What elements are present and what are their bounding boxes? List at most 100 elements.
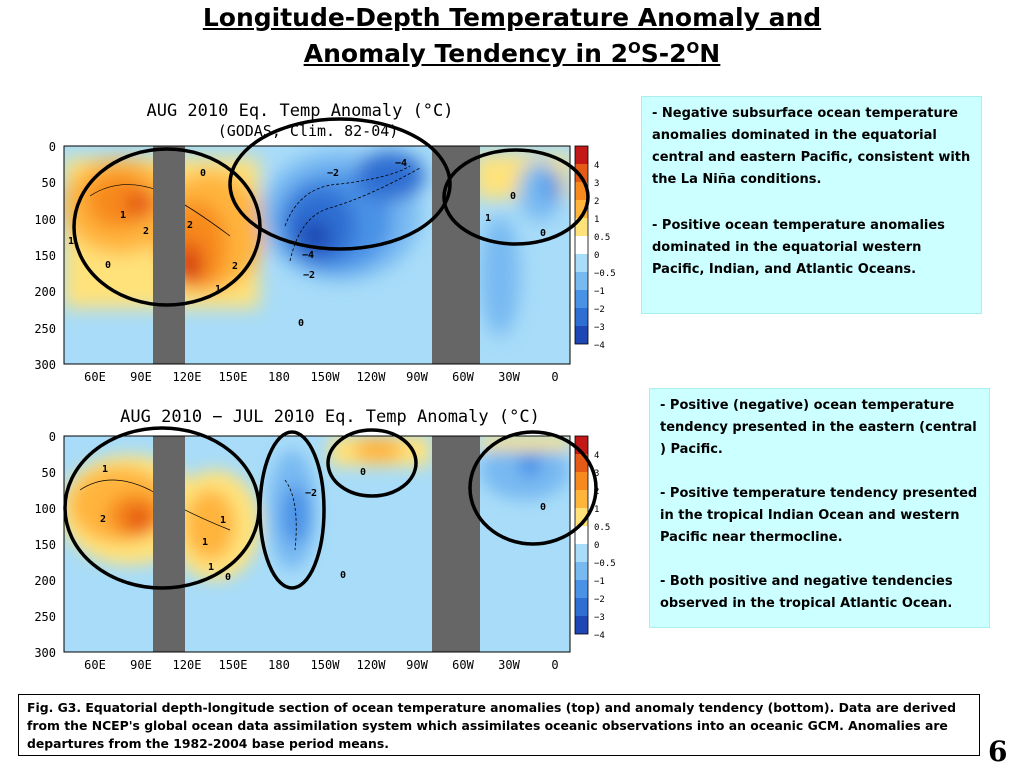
contour-label: 2 bbox=[232, 261, 238, 272]
contour-label: 0 bbox=[105, 260, 111, 271]
heatmap-field: 1 2 1 2 2 1 0 0 0 1 −2 −4 −4 −2 0 0 bbox=[64, 146, 570, 364]
contour-label: 0 bbox=[225, 572, 231, 583]
annotation-circle bbox=[468, 430, 598, 546]
colorbar-label: −3 bbox=[594, 323, 605, 333]
chart-title: AUG 2010 − JUL 2010 Eq. Temp Anomaly (°C… bbox=[120, 407, 540, 427]
x-tick-label: 120E bbox=[173, 370, 202, 384]
colorbar-label: 3 bbox=[594, 469, 599, 479]
colorbar-label: −4 bbox=[594, 631, 605, 641]
x-axis: 60E 90E 120E 150E 180 150W 120W 90W 60W … bbox=[84, 658, 558, 672]
colorbar-label: 2 bbox=[594, 197, 599, 207]
colorbar-label: −1 bbox=[594, 287, 605, 297]
colorbar-label: −0.5 bbox=[594, 559, 616, 569]
x-axis: 60E 90E 120E 150E 180 150W 120W 90W 60W … bbox=[84, 370, 558, 384]
x-tick-label: 90E bbox=[130, 370, 152, 384]
x-tick-label: 180 bbox=[268, 658, 290, 672]
colorbar-label: 0 bbox=[594, 541, 599, 551]
annotation-circles bbox=[63, 426, 598, 590]
colorbar-labels: 4 3 2 1 0.5 0 −0.5 −1 −2 −3 −4 bbox=[594, 451, 616, 641]
annotation-circle bbox=[442, 148, 590, 246]
x-tick-label: 30W bbox=[498, 658, 520, 672]
note-item: - Positive ocean temperature anomalies d… bbox=[652, 218, 945, 277]
contour-label: 0 bbox=[540, 228, 546, 239]
note-item: - Both positive and negative tendencies … bbox=[660, 574, 953, 611]
x-tick-label: 150E bbox=[219, 658, 248, 672]
annotation-circle bbox=[258, 430, 326, 590]
x-tick-label: 90W bbox=[406, 370, 428, 384]
annotation-circle bbox=[228, 117, 452, 251]
temp-anomaly-tendency-chart: AUG 2010 − JUL 2010 Eq. Temp Anomaly (°C… bbox=[34, 407, 616, 672]
colorbar-label: −4 bbox=[594, 341, 605, 351]
contour-label: 2 bbox=[187, 220, 193, 231]
colorbar-label: 0.5 bbox=[594, 233, 610, 243]
x-tick-label: 120E bbox=[173, 658, 202, 672]
y-tick-label: 150 bbox=[34, 538, 56, 552]
colorbar bbox=[574, 435, 589, 635]
y-tick-label: 300 bbox=[34, 646, 56, 660]
contour-label: −2 bbox=[327, 168, 339, 179]
slide-number: 6 bbox=[988, 735, 1008, 768]
contour-label: 1 bbox=[68, 236, 74, 247]
chart-subtitle: (GODAS, Clim. 82-04) bbox=[218, 122, 399, 140]
y-tick-label: 200 bbox=[34, 574, 56, 588]
y-tick-label: 0 bbox=[49, 430, 56, 444]
y-tick-label: 100 bbox=[34, 502, 56, 516]
contour-label: 1 bbox=[120, 210, 126, 221]
y-tick-label: 250 bbox=[34, 610, 56, 624]
y-tick-label: 50 bbox=[42, 176, 56, 190]
y-tick-label: 150 bbox=[34, 249, 56, 263]
y-tick-label: 250 bbox=[34, 322, 56, 336]
y-tick-label: 300 bbox=[34, 358, 56, 372]
contour-label: 1 bbox=[102, 464, 108, 475]
annotation-circle bbox=[326, 428, 418, 498]
heatmap-field: 1 2 1 1 1 0 −2 0 0 0 bbox=[64, 436, 570, 652]
notes-top: - Negative subsurface ocean temperature … bbox=[641, 96, 982, 314]
contour-label: 0 bbox=[510, 191, 516, 202]
contour-label: 2 bbox=[143, 226, 149, 237]
y-tick-label: 50 bbox=[42, 466, 56, 480]
colorbar-label: 3 bbox=[594, 179, 599, 189]
x-tick-label: 60W bbox=[452, 370, 474, 384]
y-axis: 0 50 100 150 200 250 300 bbox=[34, 140, 56, 372]
x-tick-label: 150W bbox=[311, 658, 341, 672]
contour-label: 2 bbox=[100, 514, 106, 525]
figure-caption: Fig. G3. Equatorial depth-longitude sect… bbox=[18, 694, 980, 756]
x-tick-label: 150E bbox=[219, 370, 248, 384]
chart-title: AUG 2010 Eq. Temp Anomaly (°C) bbox=[146, 101, 453, 121]
contour-label: 0 bbox=[200, 168, 206, 179]
contour-label: 1 bbox=[215, 284, 221, 295]
contour-label: 1 bbox=[208, 562, 214, 573]
colorbar-label: 4 bbox=[594, 451, 599, 461]
x-tick-label: 90W bbox=[406, 658, 428, 672]
y-tick-label: 0 bbox=[49, 140, 56, 154]
land-mask bbox=[153, 436, 185, 652]
land-mask bbox=[153, 146, 185, 364]
x-tick-label: 180 bbox=[268, 370, 290, 384]
x-tick-label: 90E bbox=[130, 658, 152, 672]
contour-label: −4 bbox=[395, 158, 407, 169]
title-line-2: Anomaly Tendency in 2OS-2ON bbox=[303, 39, 721, 68]
title-line-1: Longitude-Depth Temperature Anomaly and bbox=[202, 3, 822, 32]
contour-label: −2 bbox=[303, 270, 315, 281]
colorbar-label: 1 bbox=[594, 215, 599, 225]
contour-label: 1 bbox=[202, 537, 208, 548]
note-item: - Positive temperature tendency presente… bbox=[660, 486, 978, 545]
contour-label: 1 bbox=[220, 515, 226, 526]
colorbar-label: −1 bbox=[594, 577, 605, 587]
notes-bottom: - Positive (negative) ocean temperature … bbox=[649, 388, 990, 628]
annotation-circles bbox=[72, 117, 590, 307]
note-item: - Positive (negative) ocean temperature … bbox=[660, 398, 977, 457]
colorbar-label: −3 bbox=[594, 613, 605, 623]
plot-frame bbox=[63, 435, 571, 653]
contour-label: 0 bbox=[540, 502, 546, 513]
x-tick-label: 0 bbox=[551, 370, 558, 384]
note-item: - Negative subsurface ocean temperature … bbox=[652, 106, 971, 187]
x-tick-label: 120W bbox=[357, 658, 387, 672]
colorbar-label: −2 bbox=[594, 305, 605, 315]
plot-frame bbox=[63, 145, 571, 365]
y-tick-label: 200 bbox=[34, 285, 56, 299]
colorbar-label: 0.5 bbox=[594, 523, 610, 533]
colorbar-label: 1 bbox=[594, 505, 599, 515]
contour-label: −2 bbox=[305, 488, 317, 499]
x-tick-label: 60W bbox=[452, 658, 474, 672]
